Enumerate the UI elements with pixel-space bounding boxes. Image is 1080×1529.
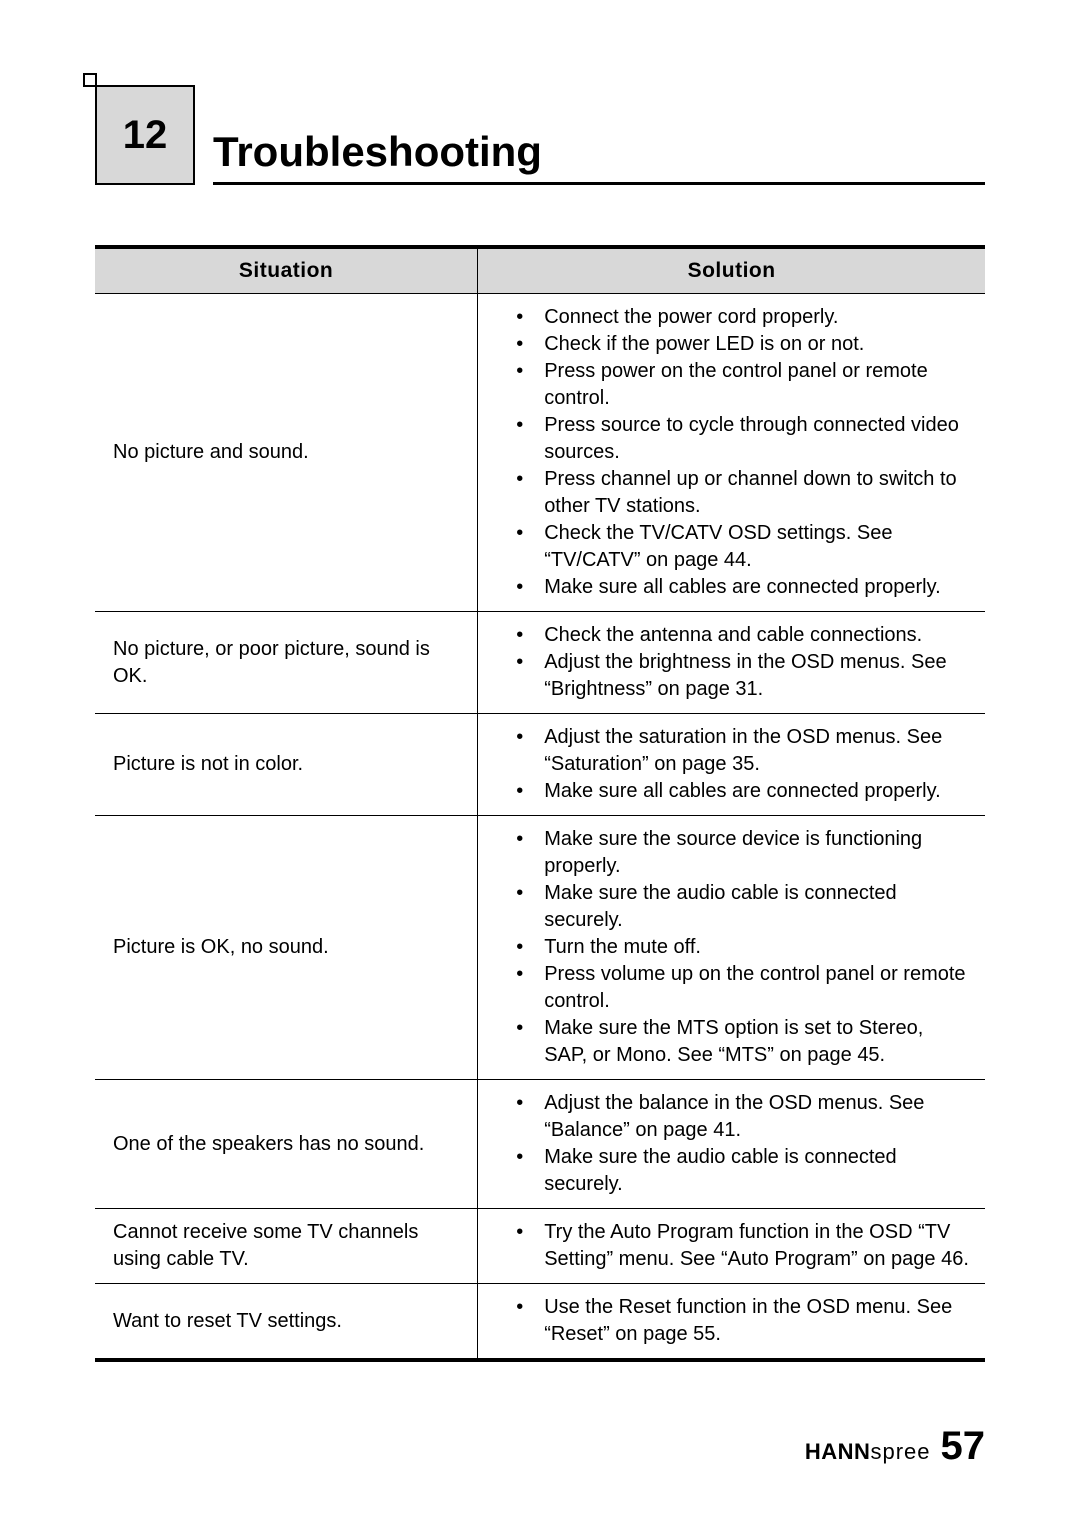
solution-cell: Make sure the source device is functioni… — [478, 816, 985, 1080]
solution-item: Make sure the source device is functioni… — [484, 826, 971, 880]
table-row: No picture, or poor picture, sound is OK… — [95, 612, 985, 714]
solution-cell: Try the Auto Program function in the OSD… — [478, 1209, 985, 1284]
page-number: 57 — [941, 1424, 986, 1469]
table-row: Picture is OK, no sound.Make sure the so… — [95, 816, 985, 1080]
solution-item: Press power on the control panel or remo… — [484, 358, 971, 412]
solution-cell: Adjust the saturation in the OSD menus. … — [478, 714, 985, 816]
solution-list: Adjust the saturation in the OSD menus. … — [484, 724, 971, 805]
table-row: One of the speakers has no sound.Adjust … — [95, 1080, 985, 1209]
solution-item: Check if the power LED is on or not. — [484, 331, 971, 358]
solution-item: Adjust the saturation in the OSD menus. … — [484, 724, 971, 778]
solution-item: Press volume up on the control panel or … — [484, 961, 971, 1015]
solution-cell: Check the antenna and cable connections.… — [478, 612, 985, 714]
solution-item: Turn the mute off. — [484, 934, 971, 961]
situation-cell: Picture is not in color. — [95, 714, 478, 816]
situation-cell: Want to reset TV settings. — [95, 1284, 478, 1361]
header-solution: Solution — [478, 247, 985, 294]
solution-item: Press source to cycle through connected … — [484, 412, 971, 466]
solution-item: Connect the power cord properly. — [484, 304, 971, 331]
solution-list: Make sure the source device is functioni… — [484, 826, 971, 1069]
solution-list: Adjust the balance in the OSD menus. See… — [484, 1090, 971, 1198]
solution-item: Make sure all cables are connected prope… — [484, 574, 971, 601]
brand-light: spree — [870, 1439, 930, 1464]
solution-cell: Connect the power cord properly.Check if… — [478, 294, 985, 612]
table-body: No picture and sound.Connect the power c… — [95, 294, 985, 1361]
table-row: No picture and sound.Connect the power c… — [95, 294, 985, 612]
solution-item: Use the Reset function in the OSD menu. … — [484, 1294, 971, 1348]
chapter-title: Troubleshooting — [213, 128, 985, 185]
solution-item: Make sure the audio cable is connected s… — [484, 1144, 971, 1198]
troubleshooting-table: Situation Solution No picture and sound.… — [95, 245, 985, 1362]
situation-cell: No picture, or poor picture, sound is OK… — [95, 612, 478, 714]
situation-cell: One of the speakers has no sound. — [95, 1080, 478, 1209]
situation-cell: Picture is OK, no sound. — [95, 816, 478, 1080]
page: 12 Troubleshooting Situation Solution No… — [0, 0, 1080, 1529]
solution-item: Check the TV/CATV OSD settings. See “TV/… — [484, 520, 971, 574]
table-row: Cannot receive some TV channels using ca… — [95, 1209, 985, 1284]
header-situation: Situation — [95, 247, 478, 294]
table-row: Want to reset TV settings.Use the Reset … — [95, 1284, 985, 1361]
situation-cell: Cannot receive some TV channels using ca… — [95, 1209, 478, 1284]
solution-item: Press channel up or channel down to swit… — [484, 466, 971, 520]
solution-list: Check the antenna and cable connections.… — [484, 622, 971, 703]
solution-item: Adjust the brightness in the OSD menus. … — [484, 649, 971, 703]
chapter-header: 12 Troubleshooting — [95, 85, 985, 185]
solution-item: Try the Auto Program function in the OSD… — [484, 1219, 971, 1273]
brand-bold: HANN — [805, 1439, 871, 1464]
solution-cell: Adjust the balance in the OSD menus. See… — [478, 1080, 985, 1209]
brand: HANNspree — [805, 1439, 931, 1465]
chapter-number: 12 — [123, 113, 168, 158]
solution-list: Use the Reset function in the OSD menu. … — [484, 1294, 971, 1348]
table-row: Picture is not in color.Adjust the satur… — [95, 714, 985, 816]
footer: HANNspree 57 — [805, 1424, 985, 1469]
chapter-number-box: 12 — [95, 85, 195, 185]
solution-cell: Use the Reset function in the OSD menu. … — [478, 1284, 985, 1361]
solution-list: Connect the power cord properly.Check if… — [484, 304, 971, 601]
solution-item: Adjust the balance in the OSD menus. See… — [484, 1090, 971, 1144]
solution-item: Make sure the audio cable is connected s… — [484, 880, 971, 934]
situation-cell: No picture and sound. — [95, 294, 478, 612]
solution-item: Check the antenna and cable connections. — [484, 622, 971, 649]
solution-item: Make sure all cables are connected prope… — [484, 778, 971, 805]
solution-item: Make sure the MTS option is set to Stere… — [484, 1015, 971, 1069]
solution-list: Try the Auto Program function in the OSD… — [484, 1219, 971, 1273]
